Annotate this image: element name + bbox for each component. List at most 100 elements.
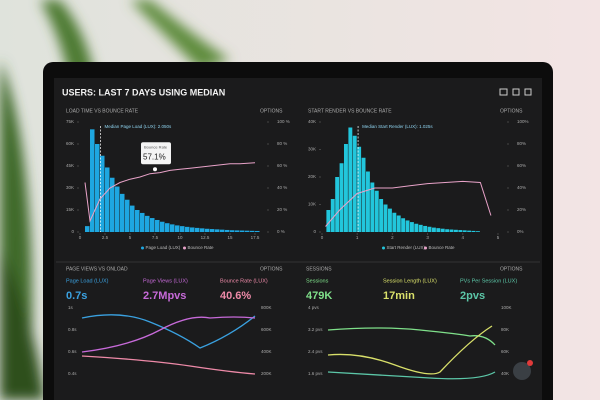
bar (379, 199, 384, 232)
panel-title: SESSIONS (306, 266, 332, 272)
y2-tick-label: 600K (261, 327, 272, 332)
bar (170, 224, 175, 232)
tooltip-point (153, 167, 157, 172)
icon (524, 88, 532, 96)
y2-tick-label: 80K (501, 327, 509, 332)
bar (383, 204, 388, 232)
metric-value: 0.7s (66, 290, 87, 302)
legend-swatch (183, 246, 186, 250)
metric-value: 479K (306, 290, 332, 302)
bar (343, 144, 348, 232)
y2-tick-label: 0 % (277, 229, 285, 234)
y-tick-label: 10K (308, 202, 316, 207)
y-tick-label: 60K (66, 141, 74, 146)
bar (100, 155, 105, 232)
y-tick-label: 20K (308, 174, 316, 179)
options[interactable]: OPTIONS (260, 108, 283, 114)
y-tick-label: 15K (66, 207, 74, 212)
y2-tick-label: 100% (517, 119, 529, 124)
bar (250, 230, 255, 232)
bar (471, 230, 476, 232)
y2-tick-label: 60 % (277, 163, 287, 168)
y-tick-label: 45K (66, 163, 74, 168)
metric-value: 2.7Mpvs (143, 290, 186, 302)
x-tick-label: 5 (497, 235, 500, 240)
y2-tick-label: 40 % (277, 185, 287, 190)
panel-title: PAGE VIEWS VS ONLOAD (66, 266, 128, 272)
panel-title: LOAD TIME VS BOUNCE RATE (66, 108, 139, 114)
legend-swatch (424, 246, 427, 250)
chat-button[interactable] (513, 362, 531, 380)
options[interactable]: OPTIONS (500, 108, 523, 114)
y2-tick-label: 80% (517, 141, 526, 146)
y-tick-label: 0 (313, 229, 316, 234)
bar (405, 220, 410, 232)
y-tick-label: 4 pvs (308, 305, 320, 310)
bar (352, 135, 357, 232)
bounce-line (325, 180, 492, 227)
y2-tick-label: 40K (501, 371, 509, 376)
metric-label: Sessions (306, 278, 329, 284)
bar (401, 218, 406, 232)
y-tick-label: 0.8s (68, 327, 77, 332)
y-tick-label: 30K (66, 185, 74, 190)
y2-tick-label: 80 % (277, 141, 287, 146)
bar (140, 212, 145, 232)
y-tick-label: 0.6s (68, 349, 77, 354)
bar (423, 225, 428, 232)
panel-title: START RENDER VS BOUNCE RATE (308, 108, 392, 114)
bar (348, 127, 353, 232)
bar (175, 225, 180, 232)
tooltip (141, 142, 171, 165)
bar (125, 199, 130, 232)
bar (387, 208, 392, 232)
x-tick-label: 2 (391, 235, 394, 240)
y-tick-label: 0.4s (68, 371, 77, 376)
bar (462, 230, 467, 232)
line-page-load (81, 314, 256, 349)
bar (445, 229, 450, 232)
x-tick-label: 7.5 (152, 235, 159, 240)
annotation: Median Page Load (LUX): 2.050s (105, 124, 173, 129)
bounce-line (84, 162, 256, 223)
bar (326, 210, 331, 232)
sessions-panel: SESSIONS OPTIONS (306, 266, 523, 380)
bar (95, 144, 100, 232)
bar (255, 230, 260, 232)
x-tick-label: 15 (227, 235, 233, 240)
y-tick-label: 3.2 pvs (308, 327, 323, 332)
bar (357, 146, 362, 232)
metric-label: Page Views (LUX) (143, 278, 188, 284)
y2-tick-label: 0% (517, 229, 524, 234)
bar (431, 227, 436, 232)
y2-tick-label: 100 % (277, 119, 290, 124)
legend-label: Page Load (LUX) (146, 245, 181, 250)
metric-label: Bounce Rate (LUX) (220, 278, 268, 284)
bar (365, 171, 370, 232)
line-page-views (81, 316, 256, 353)
bar (215, 229, 220, 232)
bar (235, 230, 240, 232)
bar (195, 227, 200, 232)
options[interactable]: OPTIONS (260, 266, 283, 272)
bar (85, 226, 90, 232)
legend-swatch (382, 246, 385, 250)
page-views-panel: PAGE VIEWS VS ONLOAD OPTIONS (66, 266, 283, 375)
bar (210, 229, 215, 232)
y-tick-label: 30K (308, 147, 316, 152)
x-tick-label: 2.5 (102, 235, 109, 240)
bar (467, 230, 472, 232)
y-tick-label: 1s (68, 305, 74, 310)
metric-value: 40.6% (220, 290, 251, 302)
options[interactable]: OPTIONS (500, 266, 523, 272)
bar (330, 199, 335, 232)
icon (512, 88, 520, 96)
legend-label: Start Render (LUX) (387, 245, 426, 250)
annotation: Median Start Render (LUX): 1.025s (362, 124, 433, 129)
plant (0, 0, 230, 400)
y2-tick-label: 20% (517, 207, 526, 212)
metric-value: 2pvs (460, 290, 485, 302)
bar (110, 177, 115, 232)
bar (115, 186, 120, 232)
